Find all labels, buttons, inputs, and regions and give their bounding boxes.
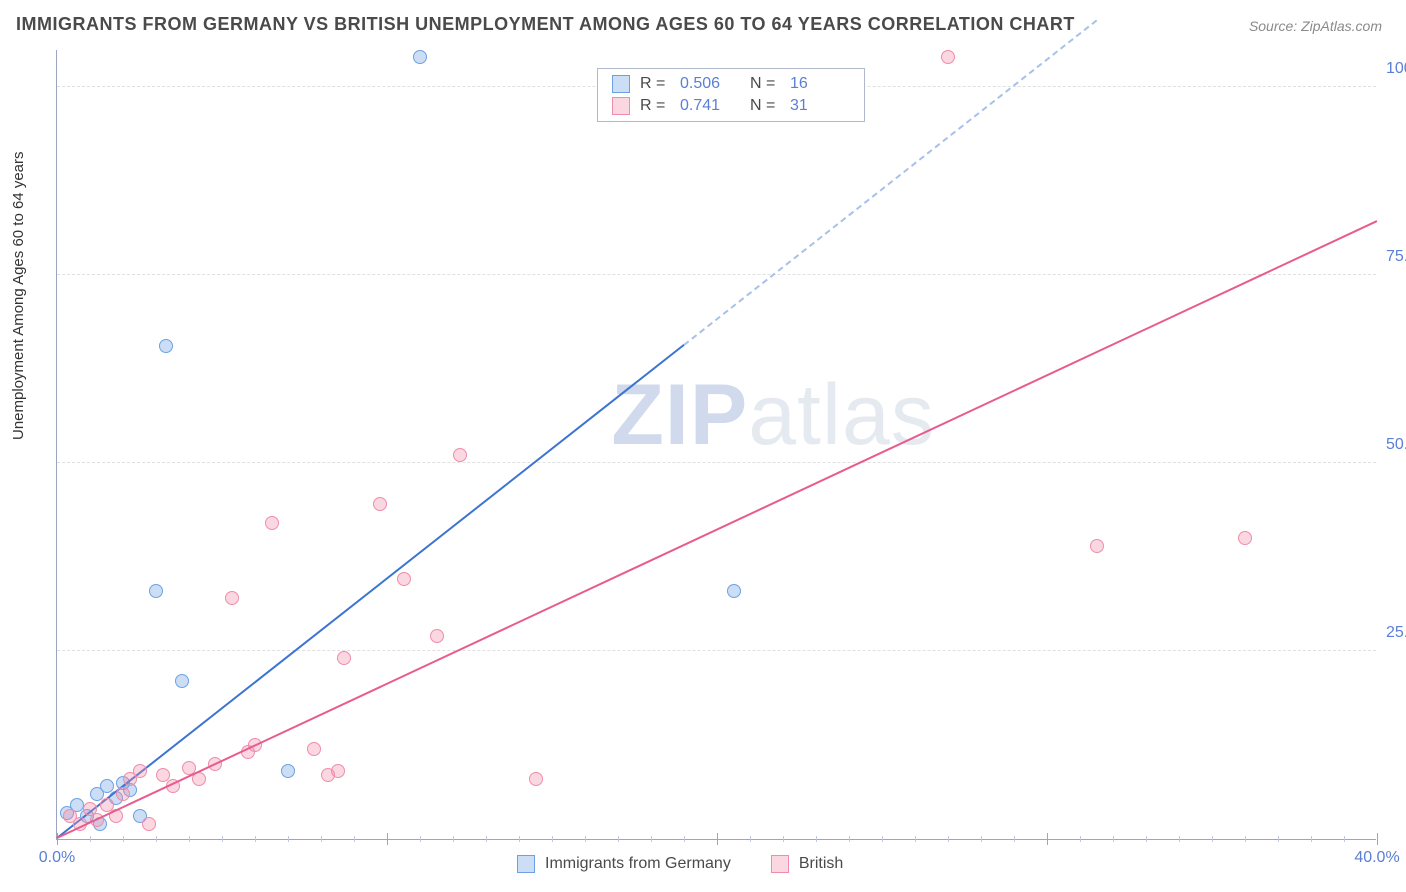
x-tick-minor	[849, 836, 850, 842]
data-point-british	[397, 572, 411, 586]
data-point-british	[225, 591, 239, 605]
y-tick-label: 25.0%	[1386, 624, 1406, 642]
x-tick-major	[717, 833, 718, 845]
x-tick-minor	[189, 836, 190, 842]
x-tick-minor	[354, 836, 355, 842]
x-tick-minor	[1113, 836, 1114, 842]
x-tick-minor	[651, 836, 652, 842]
x-tick-minor	[255, 836, 256, 842]
x-tick-minor	[1245, 836, 1246, 842]
data-point-british	[453, 448, 467, 462]
x-tick-minor	[123, 836, 124, 842]
series-legend-item-germany: Immigrants from Germany	[517, 855, 731, 873]
legend-n-value: 31	[790, 97, 850, 115]
legend-n-label: N =	[750, 75, 780, 93]
x-tick-minor	[1278, 836, 1279, 842]
x-tick-label: 40.0%	[1354, 849, 1399, 867]
x-tick-minor	[618, 836, 619, 842]
series-legend-label: British	[799, 855, 843, 873]
legend-swatch	[612, 97, 630, 115]
correlation-legend: R = 0.506 N = 16 R = 0.741 N = 31	[597, 68, 865, 122]
x-tick-major	[387, 833, 388, 845]
data-point-british	[1090, 539, 1104, 553]
x-tick-minor	[1080, 836, 1081, 842]
legend-n-label: N =	[750, 97, 780, 115]
y-tick-label: 75.0%	[1386, 248, 1406, 266]
data-point-british	[529, 772, 543, 786]
x-tick-minor	[750, 836, 751, 842]
x-tick-label: 0.0%	[39, 849, 75, 867]
data-point-british	[142, 817, 156, 831]
y-tick-label: 50.0%	[1386, 436, 1406, 454]
gridline-h	[57, 274, 1376, 275]
gridline-h	[57, 462, 1376, 463]
x-tick-minor	[1146, 836, 1147, 842]
legend-swatch	[612, 75, 630, 93]
data-point-british	[941, 50, 955, 64]
series-legend-item-british: British	[771, 855, 843, 873]
data-point-british	[1238, 531, 1252, 545]
x-tick-minor	[981, 836, 982, 842]
x-tick-minor	[453, 836, 454, 842]
data-point-british	[430, 629, 444, 643]
x-tick-minor	[882, 836, 883, 842]
series-legend: Immigrants from Germany British	[517, 855, 843, 873]
x-tick-minor	[585, 836, 586, 842]
x-tick-minor	[222, 836, 223, 842]
data-point-british	[116, 787, 130, 801]
gridline-h	[57, 650, 1376, 651]
x-tick-minor	[684, 836, 685, 842]
x-tick-minor	[420, 836, 421, 842]
y-tick-label: 100.0%	[1386, 60, 1406, 78]
data-point-british	[331, 764, 345, 778]
legend-r-value: 0.506	[680, 75, 740, 93]
chart-title: IMMIGRANTS FROM GERMANY VS BRITISH UNEMP…	[16, 14, 1075, 35]
x-tick-major	[1047, 833, 1048, 845]
legend-r-label: R =	[640, 97, 670, 115]
legend-r-value: 0.741	[680, 97, 740, 115]
x-tick-minor	[552, 836, 553, 842]
legend-swatch	[517, 855, 535, 873]
x-tick-minor	[321, 836, 322, 842]
scatter-plot-area: ZIPatlas 25.0%50.0%75.0%100.0%0.0%40.0%R…	[56, 50, 1376, 840]
x-tick-minor	[816, 836, 817, 842]
data-point-british	[265, 516, 279, 530]
x-tick-minor	[1014, 836, 1015, 842]
legend-row-british: R = 0.741 N = 31	[598, 95, 864, 117]
x-tick-minor	[1344, 836, 1345, 842]
x-tick-minor	[90, 836, 91, 842]
x-tick-minor	[156, 836, 157, 842]
data-point-germany	[413, 50, 427, 64]
trend-line	[57, 220, 1378, 839]
x-tick-minor	[1212, 836, 1213, 842]
data-point-british	[307, 742, 321, 756]
data-point-british	[133, 764, 147, 778]
data-point-british	[373, 497, 387, 511]
data-point-germany	[159, 339, 173, 353]
x-tick-minor	[1179, 836, 1180, 842]
x-tick-minor	[948, 836, 949, 842]
x-tick-minor	[519, 836, 520, 842]
x-tick-major	[1377, 833, 1378, 845]
legend-r-label: R =	[640, 75, 670, 93]
data-point-germany	[281, 764, 295, 778]
x-tick-minor	[288, 836, 289, 842]
legend-swatch	[771, 855, 789, 873]
source-attribution: Source: ZipAtlas.com	[1249, 18, 1382, 34]
series-legend-label: Immigrants from Germany	[545, 855, 731, 873]
legend-n-value: 16	[790, 75, 850, 93]
data-point-germany	[727, 584, 741, 598]
data-point-germany	[149, 584, 163, 598]
x-tick-minor	[1311, 836, 1312, 842]
y-axis-label: Unemployment Among Ages 60 to 64 years	[10, 151, 27, 440]
data-point-germany	[175, 674, 189, 688]
x-tick-minor	[783, 836, 784, 842]
x-tick-minor	[486, 836, 487, 842]
x-tick-minor	[915, 836, 916, 842]
data-point-british	[337, 651, 351, 665]
legend-row-germany: R = 0.506 N = 16	[598, 73, 864, 95]
